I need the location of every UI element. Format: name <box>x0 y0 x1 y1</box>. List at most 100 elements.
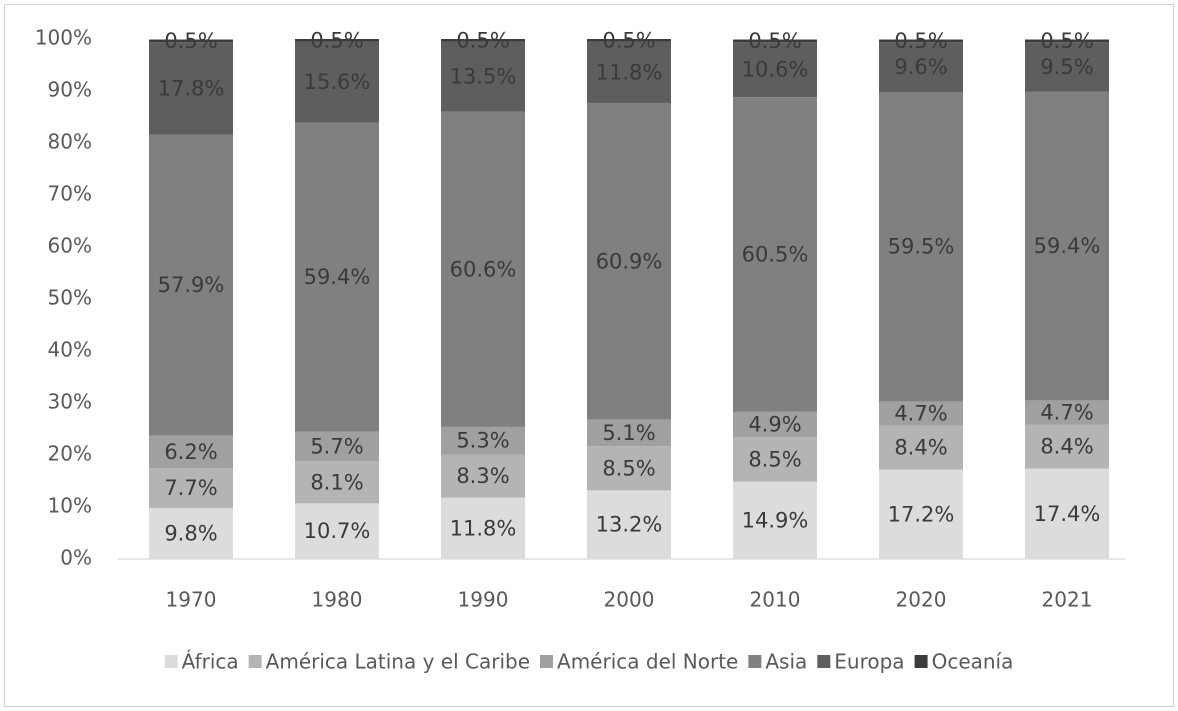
y-tick-label: 80% <box>48 130 92 154</box>
data-label: 9.5% <box>1040 55 1093 79</box>
bar-segment <box>149 508 233 559</box>
y-tick-label: 0% <box>60 546 92 570</box>
bar-segment <box>295 41 379 123</box>
data-label: 17.4% <box>1034 502 1101 526</box>
bar-segment <box>441 41 525 112</box>
data-label: 8.5% <box>602 456 655 480</box>
x-tick-label: 2000 <box>604 588 655 612</box>
legend-label: África <box>182 650 239 674</box>
data-label: 11.8% <box>596 60 663 84</box>
data-label: 0.5% <box>894 29 947 53</box>
bar-segment <box>587 419 671 447</box>
data-label: 5.7% <box>310 434 363 458</box>
bar-segment <box>587 41 671 103</box>
data-label: 4.9% <box>748 413 801 437</box>
x-tick-label: 1980 <box>312 588 363 612</box>
bar-segment <box>733 42 817 98</box>
data-label: 59.4% <box>304 265 371 289</box>
bar-segment <box>149 468 233 509</box>
bar-segment <box>879 425 963 470</box>
y-tick-label: 100% <box>35 26 92 50</box>
bar-segment <box>733 481 817 559</box>
data-label: 11.8% <box>450 516 517 540</box>
y-tick-label: 70% <box>48 182 92 206</box>
bar-segment <box>587 102 671 420</box>
data-label: 0.5% <box>164 29 217 53</box>
legend-label: Asia <box>765 650 807 674</box>
bar-segment <box>587 39 671 42</box>
data-label: 5.1% <box>602 421 655 445</box>
bar-segment <box>295 503 379 559</box>
y-tick-label: 20% <box>48 442 92 466</box>
bar-segment <box>1025 400 1109 425</box>
bar-segment <box>733 39 817 43</box>
data-label: 60.9% <box>596 249 663 273</box>
bar-segment <box>295 461 379 504</box>
data-label: 9.8% <box>164 522 217 546</box>
data-label: 10.7% <box>304 519 371 543</box>
legend-swatch <box>164 655 178 668</box>
legend-label: Europa <box>834 650 904 674</box>
data-label: 0.5% <box>602 28 655 52</box>
bar-segment <box>295 431 379 462</box>
legend-swatch <box>248 655 262 668</box>
data-label: 13.2% <box>596 513 663 537</box>
legend-label: América del Norte <box>557 650 738 674</box>
bar-segment <box>149 134 233 436</box>
x-tick-label: 1990 <box>458 588 509 612</box>
bar-segment <box>1025 39 1109 43</box>
data-label: 8.5% <box>748 447 801 471</box>
bar-segment <box>879 401 963 426</box>
legend-swatch <box>817 655 831 668</box>
data-label: 8.1% <box>310 470 363 494</box>
data-label: 13.5% <box>450 65 517 89</box>
bar-segment <box>587 446 671 491</box>
data-label: 10.6% <box>742 58 809 82</box>
legend-swatch <box>914 655 928 668</box>
data-label: 0.5% <box>748 29 801 53</box>
bar-segment <box>149 39 233 43</box>
data-label: 17.2% <box>888 502 955 526</box>
bar-segment <box>1025 468 1109 559</box>
bar-segment <box>441 111 525 427</box>
y-tick-label: 60% <box>48 234 92 258</box>
data-label: 4.7% <box>1040 401 1093 425</box>
data-label: 7.7% <box>164 476 217 500</box>
bar-segment <box>1025 91 1109 401</box>
x-tick-label: 1970 <box>166 588 217 612</box>
bar-segment <box>879 92 963 402</box>
x-tick-label: 2021 <box>1042 588 1093 612</box>
bar-segment <box>441 426 525 455</box>
bar-segment <box>149 42 233 135</box>
data-label: 6.2% <box>164 440 217 464</box>
y-tick-label: 40% <box>48 338 92 362</box>
data-label: 9.6% <box>894 55 947 79</box>
legend-swatch <box>540 655 554 668</box>
data-label: 60.6% <box>450 257 517 281</box>
bar-segment <box>733 437 817 482</box>
bar-segment <box>1025 42 1109 92</box>
bar-segment <box>149 435 233 468</box>
bar-segment <box>1025 424 1109 469</box>
bar-segment <box>441 454 525 498</box>
data-label: 4.7% <box>894 402 947 426</box>
data-label: 8.4% <box>894 436 947 460</box>
legend-label: América Latina y el Caribe <box>266 650 530 674</box>
data-label: 0.5% <box>456 28 509 52</box>
x-tick-label: 2010 <box>750 588 801 612</box>
bar-segment <box>587 490 671 559</box>
data-label: 60.5% <box>742 243 809 267</box>
data-label: 8.4% <box>1040 435 1093 459</box>
data-label: 15.6% <box>304 70 371 94</box>
bar-segment <box>879 39 963 43</box>
legend-label: Oceanía <box>932 650 1014 674</box>
bar-segment <box>879 469 963 559</box>
bar-segment <box>295 39 379 42</box>
y-tick-label: 90% <box>48 78 92 102</box>
data-label: 5.3% <box>456 429 509 453</box>
data-label: 8.3% <box>456 464 509 488</box>
data-label: 59.4% <box>1034 234 1101 258</box>
y-tick-label: 30% <box>48 390 92 414</box>
data-label: 57.9% <box>158 273 225 297</box>
